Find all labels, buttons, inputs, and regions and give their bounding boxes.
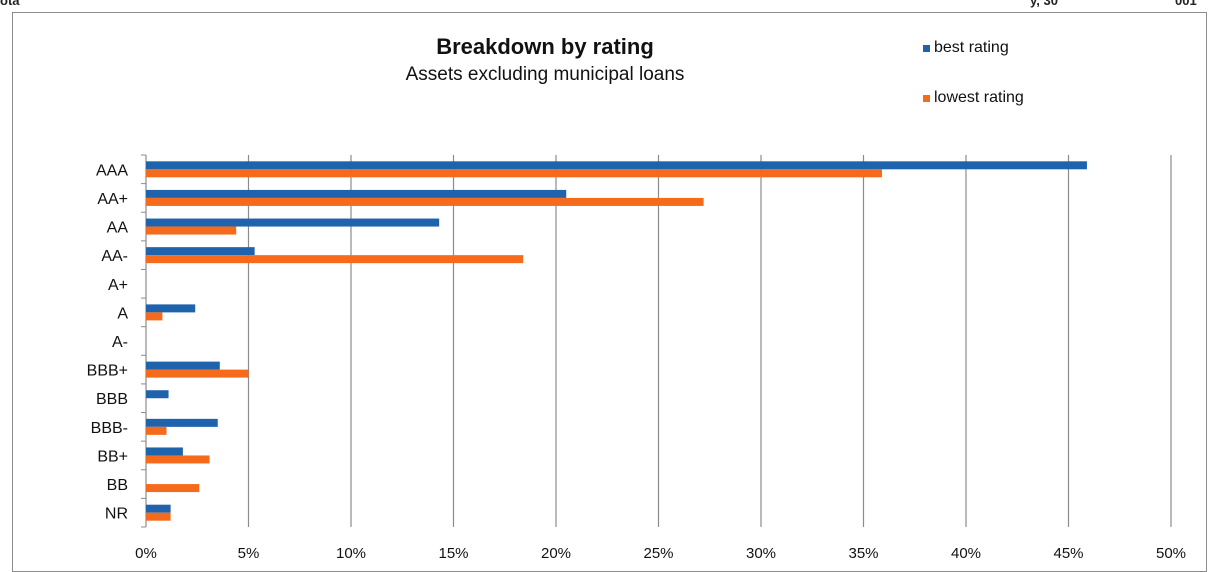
category-label: BB+ — [97, 448, 128, 465]
bar-best-rating — [146, 390, 169, 399]
x-tick-label: 20% — [541, 545, 571, 562]
bar-best-rating — [146, 304, 196, 313]
x-tick-label: 0% — [135, 545, 157, 562]
x-tick-label: 5% — [238, 545, 260, 562]
top-header-strip: ota y, 30 001 — [0, 0, 1209, 12]
category-label: BBB- — [91, 420, 128, 437]
chart-frame — [12, 12, 1207, 572]
bar-best-rating — [146, 189, 567, 198]
bar-lowest-rating — [146, 426, 167, 435]
x-tick-label: 50% — [1156, 545, 1186, 562]
category-label: AA+ — [97, 191, 128, 208]
x-tick-label: 40% — [951, 545, 981, 562]
x-tick-label: 10% — [336, 545, 366, 562]
category-label: AA — [107, 220, 129, 237]
header-fragment-right: 001 — [1175, 0, 1197, 8]
category-label: BBB+ — [87, 363, 128, 380]
bar-lowest-rating — [146, 512, 171, 521]
x-tick-label: 45% — [1053, 545, 1083, 562]
bar-best-rating — [146, 247, 255, 256]
category-label: AAA — [96, 162, 128, 179]
category-label: BB — [107, 477, 128, 494]
category-label: A+ — [108, 277, 128, 294]
legend-item-lowest: lowest rating — [923, 89, 1024, 107]
header-fragment-middle: y, 30 — [1030, 0, 1058, 8]
bar-lowest-rating — [146, 197, 704, 206]
category-label: NR — [105, 506, 128, 523]
bar-best-rating — [146, 504, 171, 513]
bar-best-rating — [146, 218, 440, 227]
bar-best-rating — [146, 161, 1087, 170]
bar-lowest-rating — [146, 226, 237, 235]
bar-lowest-rating — [146, 369, 249, 378]
x-tick-label: 35% — [848, 545, 878, 562]
header-fragment-left: ota — [0, 0, 20, 8]
legend-swatch-best — [923, 44, 930, 52]
legend-swatch-lowest — [923, 94, 930, 102]
bar-lowest-rating — [146, 455, 210, 464]
x-tick-label: 25% — [643, 545, 673, 562]
x-tick-label: 30% — [746, 545, 776, 562]
category-label: BBB — [96, 391, 128, 408]
bar-best-rating — [146, 361, 220, 370]
legend-label-lowest: lowest rating — [934, 89, 1024, 106]
bar-lowest-rating — [146, 255, 524, 264]
chart-subtitle: Assets excluding municipal loans — [405, 64, 685, 85]
category-label: AA- — [101, 248, 128, 265]
bar-best-rating — [146, 418, 218, 427]
legend-item-best: best rating — [923, 39, 1009, 57]
bar-lowest-rating — [146, 484, 200, 493]
legend-label-best: best rating — [934, 39, 1009, 56]
bar-best-rating — [146, 447, 183, 456]
bar-lowest-rating — [146, 169, 882, 178]
category-label: A — [117, 305, 128, 322]
x-tick-label: 15% — [438, 545, 468, 562]
bar-lowest-rating — [146, 312, 163, 321]
chart-title: Breakdown by rating — [436, 34, 654, 59]
category-label: A- — [112, 334, 128, 351]
